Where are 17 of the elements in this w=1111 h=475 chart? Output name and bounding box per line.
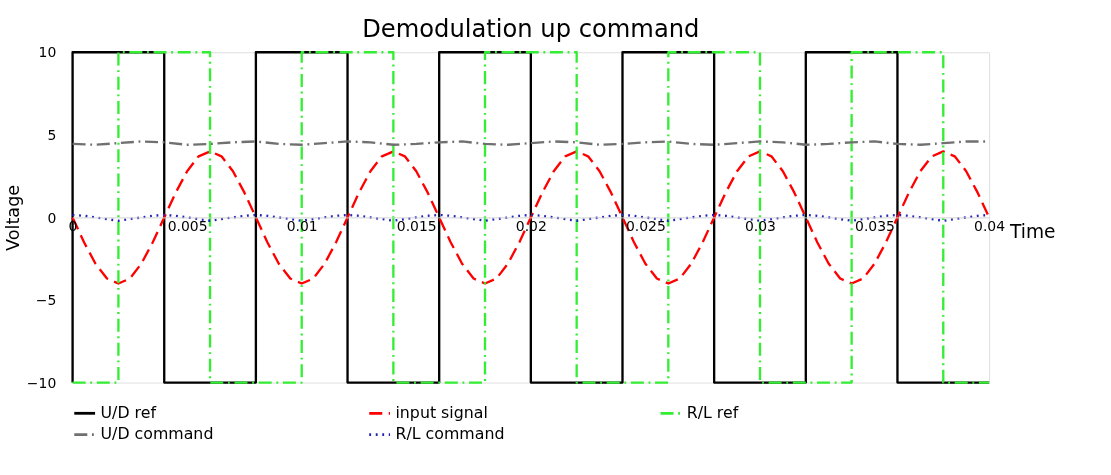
- legend-label: U/D ref: [100, 402, 157, 422]
- y-axis-title: Voltage: [3, 184, 24, 252]
- x-tick-label: 0.005: [167, 217, 208, 234]
- y-tick-label: −10: [26, 374, 57, 391]
- x-axis-title: Time: [1009, 221, 1056, 243]
- x-tick-label: 0.035: [855, 217, 895, 234]
- x-tick-label: 0.015: [396, 217, 437, 234]
- legend-label: U/D command: [100, 424, 214, 444]
- x-tick-label: 0.04: [974, 217, 1006, 234]
- legend-label: R/L command: [395, 424, 505, 444]
- y-tick-label: 5: [47, 126, 57, 143]
- y-tick-label: 10: [38, 44, 57, 61]
- legend-label: input signal: [395, 402, 488, 422]
- y-tick-label: −5: [35, 292, 57, 309]
- chart-title: Demodulation up command: [362, 15, 700, 44]
- legend-label: R/L ref: [686, 402, 739, 422]
- x-tick-label: 0.025: [625, 217, 666, 234]
